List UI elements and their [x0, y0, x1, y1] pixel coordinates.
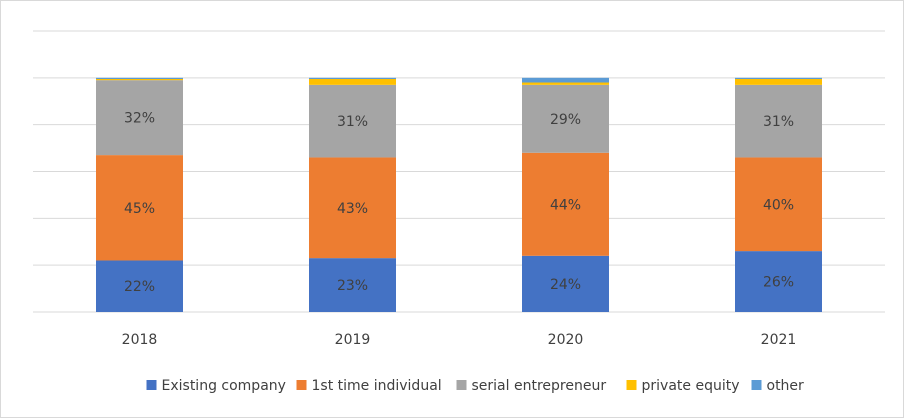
bar-segment [96, 260, 183, 312]
data-label: 32% [124, 111, 155, 127]
bar-segment [522, 77, 609, 83]
bar-segment [309, 258, 396, 312]
bar-segment [735, 77, 822, 80]
legend-label: other [767, 378, 805, 394]
legend-swatch [456, 380, 467, 390]
bar-segment [735, 157, 822, 252]
data-label: 23% [337, 278, 368, 294]
data-label: 45% [124, 201, 155, 217]
legend-label: Existing company [162, 378, 286, 394]
data-label: 43% [337, 201, 368, 217]
x-tick-label: 2021 [761, 332, 797, 348]
bar-segment [96, 79, 183, 81]
data-label: 29% [550, 112, 581, 128]
bar-segment [96, 155, 183, 261]
bar-segment [522, 84, 609, 153]
legend-swatch [296, 380, 307, 390]
bar-segment [522, 255, 609, 312]
data-label: 24% [550, 277, 581, 293]
bar-segment [309, 77, 396, 80]
data-label: 44% [550, 197, 581, 213]
legend-swatch [146, 380, 157, 390]
bar-segment [96, 80, 183, 156]
legend-label: serial entrepreneur [472, 378, 607, 394]
x-tick-label: 2019 [335, 332, 371, 348]
data-label: 31% [763, 114, 794, 130]
bar-segment [522, 152, 609, 256]
bar-segment [309, 79, 396, 85]
x-tick-label: 2020 [548, 332, 584, 348]
bar-segment [735, 84, 822, 158]
data-label: 26% [763, 275, 794, 291]
bar-segment [735, 251, 822, 312]
bar-segment [96, 77, 183, 80]
bar-segment [309, 157, 396, 259]
bar-segment [735, 79, 822, 85]
data-label: 31% [337, 114, 368, 130]
bar-segment [309, 84, 396, 158]
legend-label: 1st time individual [312, 378, 442, 394]
bar-segment [522, 82, 609, 85]
legend-swatch [626, 380, 637, 390]
legend-swatch [751, 380, 762, 390]
x-tick-label: 2018 [122, 332, 158, 348]
data-label: 22% [124, 279, 155, 295]
data-label: 40% [763, 197, 794, 213]
legend-label: private equity [642, 378, 740, 394]
